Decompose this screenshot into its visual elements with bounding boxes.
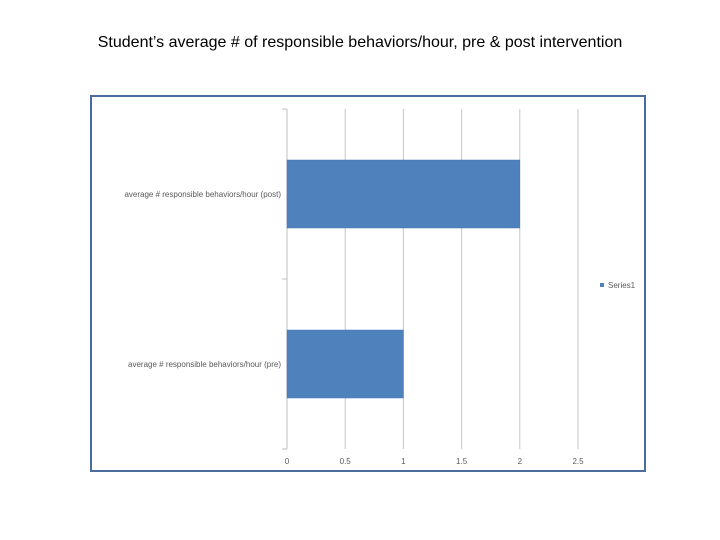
legend-label: Series1 (608, 281, 636, 290)
x-tick-label: 2 (518, 457, 523, 466)
category-label: average # responsible behaviors/hour (po… (124, 190, 281, 199)
category-label: average # responsible behaviors/hour (pr… (128, 360, 281, 369)
slide-title: Student’s average # of responsible behav… (97, 34, 623, 51)
bar-chart: 0 0.5 1 1.5 2 2.5 average # responsible behavi… (124, 108, 636, 466)
x-tick-label: 0 (285, 457, 290, 466)
legend-swatch (600, 283, 604, 287)
x-tick-label: 1 (401, 457, 406, 466)
chart-frame: 0 0.5 1 1.5 2 2.5 average # responsible behavi… (90, 95, 646, 472)
x-tick-label: 1.5 (456, 457, 468, 466)
x-tick-label: 0.5 (340, 457, 352, 466)
bar (286, 159, 521, 229)
bar (286, 329, 404, 399)
x-tick-label: 2.5 (572, 457, 584, 466)
